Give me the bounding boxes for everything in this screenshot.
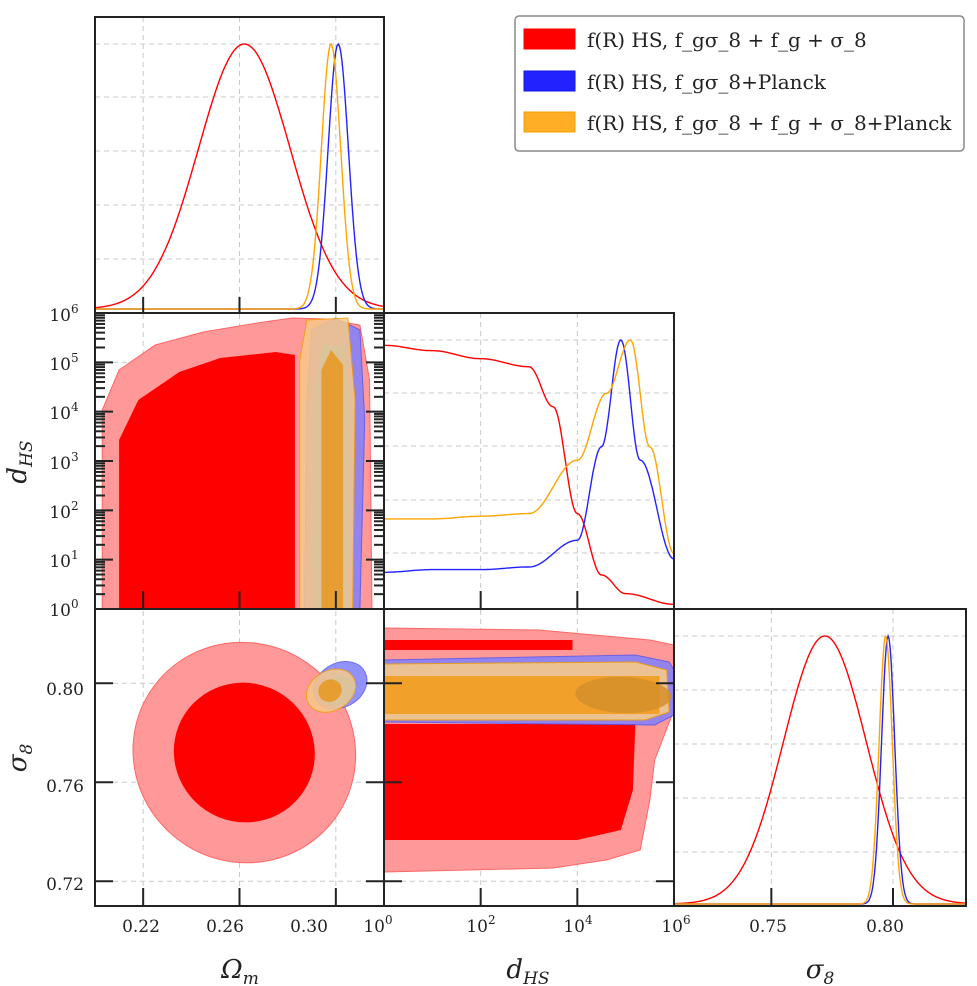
marginal-om-series-0 — [95, 43, 384, 309]
omega-m-dhs-contours — [101, 317, 373, 609]
legend-swatch-orange — [523, 111, 576, 133]
panel-frames — [94, 16, 967, 907]
tick-label-dy-3: 103 — [49, 450, 78, 474]
contour-blue-68-dhs-s8 — [575, 676, 672, 714]
contour-orange-68 — [318, 679, 342, 702]
tick-label-dy-1: 105 — [49, 351, 78, 375]
marginal-s8-series-0 — [674, 635, 966, 905]
tick-label-s8x-0: 0.75 — [749, 917, 787, 937]
contour-red-68-dhs — [119, 352, 295, 609]
tick-labels: 0.22 0.26 0.30 100 102 104 106 0.75 0.80… — [46, 302, 904, 937]
marginal-s8-series-2 — [674, 636, 966, 905]
contour-orange-68-dhs — [321, 350, 344, 609]
contour-red-68-lower — [384, 724, 636, 840]
tick-label-dy-6: 100 — [49, 597, 78, 621]
legend-label-1: f(R) HS, f_gσ_8+Planck — [587, 70, 827, 94]
tick-label-dx-2: 104 — [563, 913, 593, 937]
legend-label-0: f(R) HS, f_gσ_8 + f_g + σ_8 — [587, 28, 867, 52]
legend-swatch-red — [523, 28, 576, 50]
tick-label-dy-5: 101 — [49, 548, 78, 572]
tick-label-dx-0: 100 — [363, 913, 392, 937]
tick-label-s8y-2: 0.72 — [46, 875, 84, 895]
contour-red-68 — [173, 682, 315, 823]
tick-label-om-0: 0.22 — [122, 917, 160, 937]
legend: f(R) HS, f_gσ_8 + f_g + σ_8 f(R) HS, f_g… — [514, 15, 965, 152]
legend-label-2: f(R) HS, f_gσ_8 + f_g + σ_8+Planck — [587, 111, 952, 135]
xlabel-dhs: dHS — [506, 955, 549, 986]
marginal-dhs-series-0 — [384, 344, 674, 605]
legend-swatch-blue — [523, 70, 576, 92]
marginal-dhs-series-2 — [384, 339, 674, 555]
tick-label-dx-3: 106 — [661, 913, 690, 937]
tick-label-om-2: 0.30 — [290, 917, 328, 937]
tick-label-s8x-1: 0.80 — [866, 917, 904, 937]
contour-red-68-upper — [384, 640, 573, 650]
ylabel-dhs: dHS — [3, 440, 37, 483]
dhs-marginal — [384, 339, 674, 605]
dhs-sigma8-contours — [384, 627, 674, 873]
xlabel-omega-m: Ωm — [220, 955, 259, 986]
marginal-dhs-series-1 — [384, 339, 674, 573]
ylabel-sigma8: σ8 — [3, 744, 37, 773]
tick-label-dx-1: 102 — [466, 913, 495, 937]
legend-box — [514, 15, 965, 152]
tick-label-om-1: 0.26 — [206, 917, 244, 937]
tick-marks — [95, 297, 894, 906]
tick-label-s8y-0: 0.80 — [46, 680, 84, 700]
tick-label-dy-4: 102 — [49, 499, 78, 523]
omega-m-sigma8-contours — [132, 641, 368, 864]
sigma8-marginal — [674, 633, 966, 905]
frame-dhs — [383, 312, 675, 610]
marginal-s8-series-1 — [674, 633, 966, 905]
frame-sigma8 — [673, 608, 967, 907]
xlabel-sigma8: σ8 — [806, 955, 835, 986]
tick-label-s8y-1: 0.76 — [46, 777, 84, 797]
tick-label-dy-2: 104 — [49, 400, 79, 424]
tick-label-dy-0: 106 — [49, 302, 78, 326]
